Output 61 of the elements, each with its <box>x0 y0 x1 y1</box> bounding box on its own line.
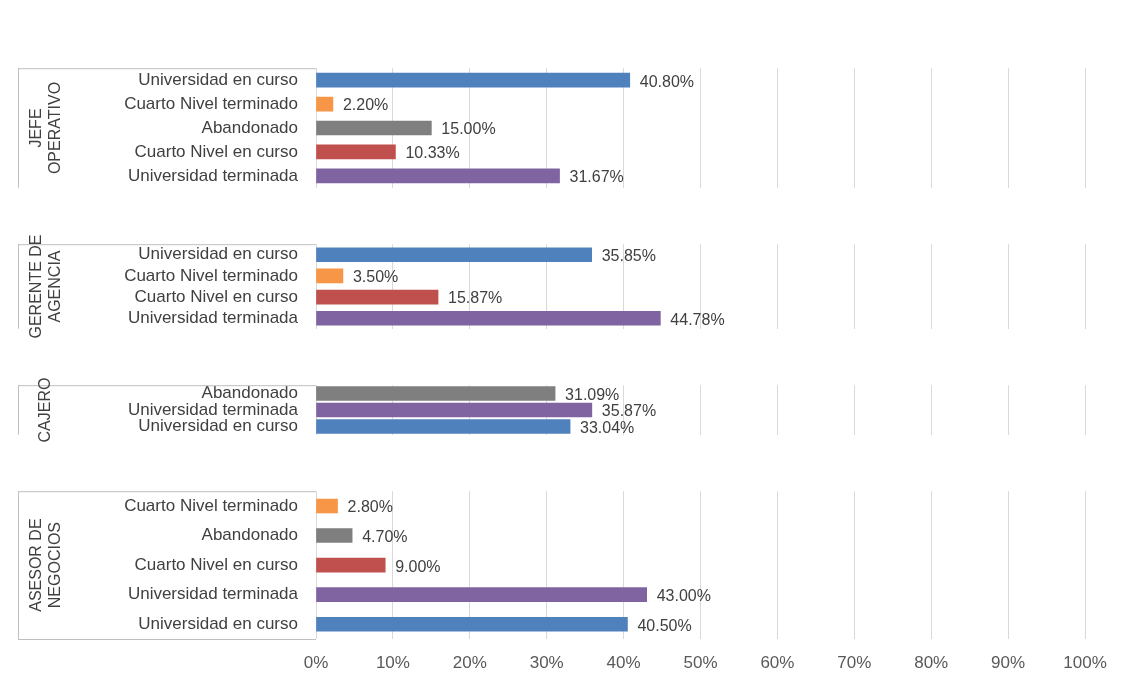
data-label: 2.20% <box>342 96 389 114</box>
x-tick-label: 70% <box>837 652 872 672</box>
data-label: 15.00% <box>441 120 496 138</box>
y-tick-label: Cuarto Nivel terminado <box>124 265 298 285</box>
y-tick-label: Universidad en curso <box>138 244 298 264</box>
data-label: 2.80% <box>347 498 393 516</box>
x-tick-label: 40% <box>606 652 641 672</box>
y-tick-label: Universidad en curso <box>138 613 298 633</box>
y-tick-label: Universidad terminada <box>127 307 299 327</box>
text: GERENTE DE AGENCIA <box>26 234 63 339</box>
bar <box>316 144 396 160</box>
data-label: 15.87% <box>448 289 503 307</box>
bar <box>316 587 647 602</box>
x-tick-label: 10% <box>375 652 410 672</box>
data-label: 4.70% <box>362 527 408 545</box>
text: CAJERO <box>36 377 54 443</box>
x-tick-label: 100% <box>1063 652 1107 672</box>
bar <box>316 96 334 112</box>
y-tick-label: Cuarto Nivel terminado <box>124 495 298 515</box>
bar <box>316 310 661 326</box>
y-tick-label: Universidad terminada <box>127 584 299 604</box>
bar <box>316 72 631 88</box>
y-tick-label: Universidad en curso <box>138 69 298 89</box>
data-label: 43.00% <box>656 587 711 605</box>
data-label: 44.78% <box>670 310 725 328</box>
y-tick-label: Cuarto Nivel terminado <box>124 93 298 113</box>
bar <box>316 528 353 543</box>
y-tick-label: Universidad en curso <box>138 416 298 436</box>
bar <box>316 616 628 632</box>
bar <box>316 289 439 305</box>
y-tick-label: Universidad terminada <box>127 165 299 185</box>
y-tick-label: Cuarto Nivel en curso <box>134 554 298 574</box>
data-label: 9.00% <box>395 557 441 575</box>
bar <box>316 498 338 514</box>
x-tick-label: 60% <box>760 652 795 672</box>
x-tick-label: 80% <box>914 652 949 672</box>
bar <box>316 120 432 136</box>
bar <box>316 247 593 263</box>
x-tick-label: 0% <box>303 652 329 672</box>
text: ASESOR DE NEGOCIOS <box>26 518 63 612</box>
text: JEFE OPERATIVO <box>26 81 63 175</box>
x-tick-label: 90% <box>991 652 1026 672</box>
data-label: 31.67% <box>569 168 624 186</box>
bar <box>316 557 386 573</box>
y-tick-label: Abandonado <box>201 117 298 137</box>
data-label: 31.09% <box>565 385 620 403</box>
x-tick-label: 20% <box>452 652 487 672</box>
data-label: 40.50% <box>637 616 692 634</box>
y-tick-label: Cuarto Nivel en curso <box>134 141 298 161</box>
y-tick-label: Cuarto Nivel en curso <box>134 286 298 306</box>
data-label: 35.85% <box>601 247 656 265</box>
x-tick-label: 30% <box>529 652 564 672</box>
data-label: 35.87% <box>601 402 657 420</box>
data-label: 10.33% <box>405 144 460 162</box>
bar <box>316 268 344 284</box>
x-tick-label: 50% <box>683 652 718 672</box>
data-label: 3.50% <box>352 268 399 286</box>
y-tick-label: Abandonado <box>201 525 298 545</box>
bar <box>316 168 560 184</box>
data-label: 40.80% <box>639 72 695 90</box>
data-label: 33.04% <box>580 418 635 436</box>
